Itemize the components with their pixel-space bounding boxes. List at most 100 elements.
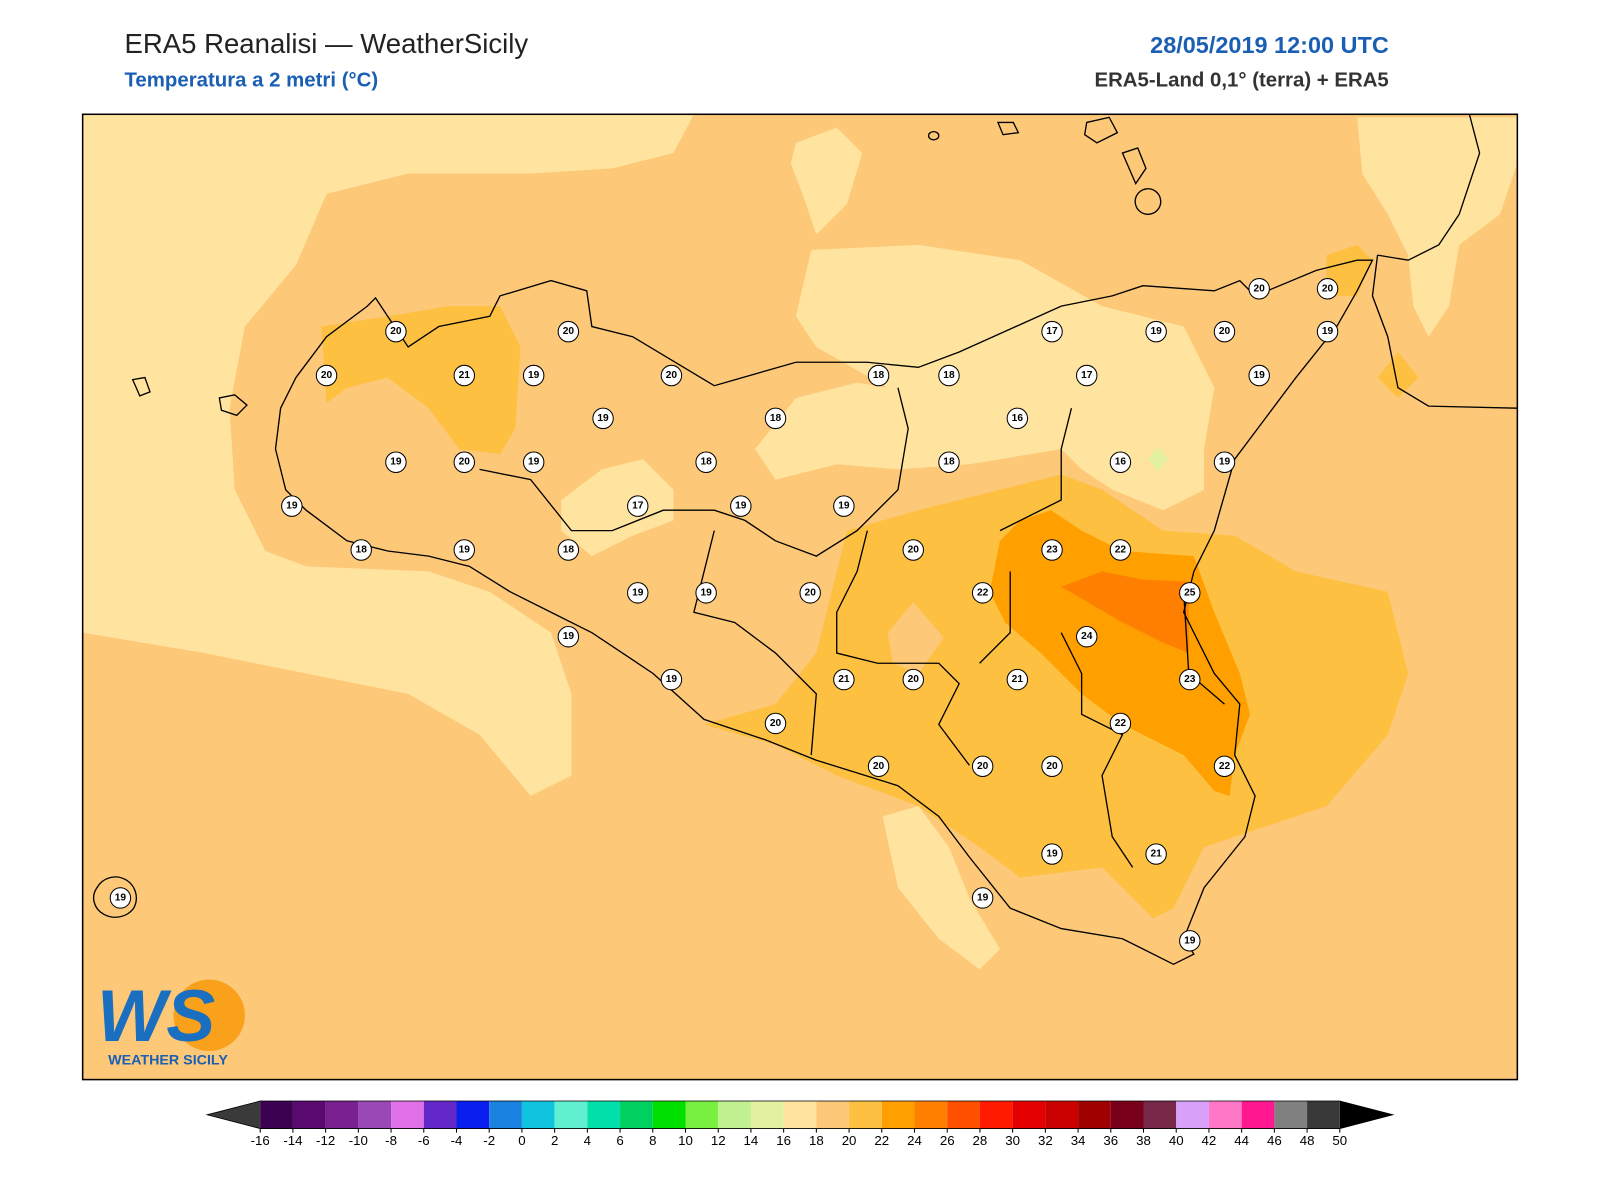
cool-area xyxy=(82,114,694,796)
station-marker xyxy=(1006,407,1029,430)
colorbar-label: 16 xyxy=(776,1133,791,1148)
station-marker xyxy=(557,539,580,561)
colorbar-box xyxy=(881,1101,915,1129)
station-marker xyxy=(1213,451,1236,473)
station-value: 19 xyxy=(390,457,402,468)
colorbar-box xyxy=(521,1101,555,1129)
station-value: 20 xyxy=(1046,761,1058,772)
colorbar-label: 4 xyxy=(584,1133,591,1148)
station-value: 20 xyxy=(1254,283,1266,294)
station-marker xyxy=(764,712,787,735)
colorbar-label: -4 xyxy=(451,1133,463,1148)
station-value: 18 xyxy=(563,545,575,556)
station-value: 20 xyxy=(908,674,920,685)
station-marker xyxy=(764,407,787,430)
station-value: 21 xyxy=(1012,674,1024,685)
station-marker xyxy=(660,668,683,691)
station-marker xyxy=(1213,755,1236,778)
colorbar-box xyxy=(1208,1101,1242,1129)
colorbar-box xyxy=(292,1101,326,1129)
colorbar-box xyxy=(358,1101,392,1129)
subtitle: Temperatura a 2 metri (°C) xyxy=(124,70,378,92)
colorbar-box xyxy=(260,1101,293,1129)
colorbar-label: 48 xyxy=(1300,1133,1315,1148)
warm-area xyxy=(704,474,1409,919)
colorbar-box xyxy=(1012,1101,1046,1129)
station-value: 20 xyxy=(908,545,920,556)
station-value: 18 xyxy=(770,413,782,424)
station-value: 19 xyxy=(597,413,609,424)
logo: WS WEATHER SICILY xyxy=(97,974,245,1068)
station-marker xyxy=(799,582,821,604)
station-marker xyxy=(1109,451,1132,473)
colorbar-label: 50 xyxy=(1332,1133,1347,1148)
station-value: 22 xyxy=(1115,545,1127,556)
station-marker xyxy=(971,582,994,604)
colorbar-label: -16 xyxy=(251,1133,270,1148)
colorbar-label: 8 xyxy=(649,1133,656,1148)
station-value: 20 xyxy=(459,457,471,468)
colorbar-label: -8 xyxy=(385,1133,397,1148)
colorbar-over xyxy=(1339,1101,1393,1129)
map: 20 20 20 21 19 20 19 18 18 18 17 19 20 20 20 19 17 19 16 19… xyxy=(82,114,1518,1080)
station-marker xyxy=(1076,364,1098,387)
station-value: 19 xyxy=(838,501,850,512)
hotter-area xyxy=(1061,571,1189,654)
station-marker xyxy=(1179,582,1201,604)
station-marker xyxy=(971,755,994,778)
colorbar-box xyxy=(718,1101,751,1129)
station-marker xyxy=(730,495,752,517)
station-value: 24 xyxy=(1081,631,1093,642)
station-value: 19 xyxy=(1046,849,1058,860)
station-value: 21 xyxy=(838,674,850,685)
station-value: 16 xyxy=(1115,457,1127,468)
station-value: 19 xyxy=(115,892,127,903)
cool-area xyxy=(790,127,863,235)
colorbar-label: 20 xyxy=(842,1133,857,1148)
colorbar-under xyxy=(207,1101,261,1129)
colorbar-label: -12 xyxy=(316,1133,335,1148)
colorbar-box xyxy=(391,1101,424,1129)
station-marker xyxy=(557,626,580,648)
colorbar-box xyxy=(652,1101,686,1129)
station-value: 18 xyxy=(356,545,368,556)
colorbar-box xyxy=(979,1101,1013,1129)
station-value: 19 xyxy=(1322,326,1334,337)
colorbar-label: 28 xyxy=(973,1133,988,1148)
station-marker xyxy=(592,407,614,430)
station-marker xyxy=(315,364,338,387)
station-value: 19 xyxy=(563,631,575,642)
station-value: 20 xyxy=(770,718,782,729)
station-value: 20 xyxy=(977,761,989,772)
station-marker xyxy=(281,495,303,517)
station-marker xyxy=(971,887,994,909)
logo-sun xyxy=(173,979,245,1052)
colorbar-box xyxy=(423,1101,457,1129)
colorbar-box xyxy=(816,1101,850,1129)
station-marker xyxy=(833,495,855,517)
stations: 20 20 20 21 19 20 19 18 18 18 17 19 20 20 20 19 17 19 16 19… xyxy=(109,278,1339,952)
station-marker xyxy=(1041,843,1063,865)
colorbar-label: -10 xyxy=(349,1133,368,1148)
colorbar-box xyxy=(1078,1101,1111,1129)
coastline xyxy=(92,114,1518,966)
colorbar-box xyxy=(947,1101,980,1129)
colorbar-label: 34 xyxy=(1071,1133,1086,1148)
colorbar-box xyxy=(489,1101,522,1129)
colorbar-label: 22 xyxy=(874,1133,889,1148)
colorbar-label: 30 xyxy=(1005,1133,1020,1148)
logo-mark: WS xyxy=(97,974,215,1057)
colorbar-box xyxy=(620,1101,653,1129)
station-marker xyxy=(453,451,475,473)
station-marker xyxy=(902,668,924,691)
station-marker xyxy=(1041,539,1063,561)
station-value: 21 xyxy=(459,370,471,381)
colorbar-box xyxy=(1307,1101,1340,1129)
mild-area xyxy=(887,602,944,674)
colorbar-box xyxy=(587,1101,621,1129)
colorbar-box xyxy=(554,1101,588,1129)
colorbar-box xyxy=(783,1101,817,1129)
colorbar: -16 -14 -12 -10 -8 -6 -4 -2 0 2 4 6 8 10 12 14 16 18 20 22 2… xyxy=(205,1100,1395,1148)
station-marker xyxy=(833,668,855,691)
station-marker xyxy=(938,364,960,387)
